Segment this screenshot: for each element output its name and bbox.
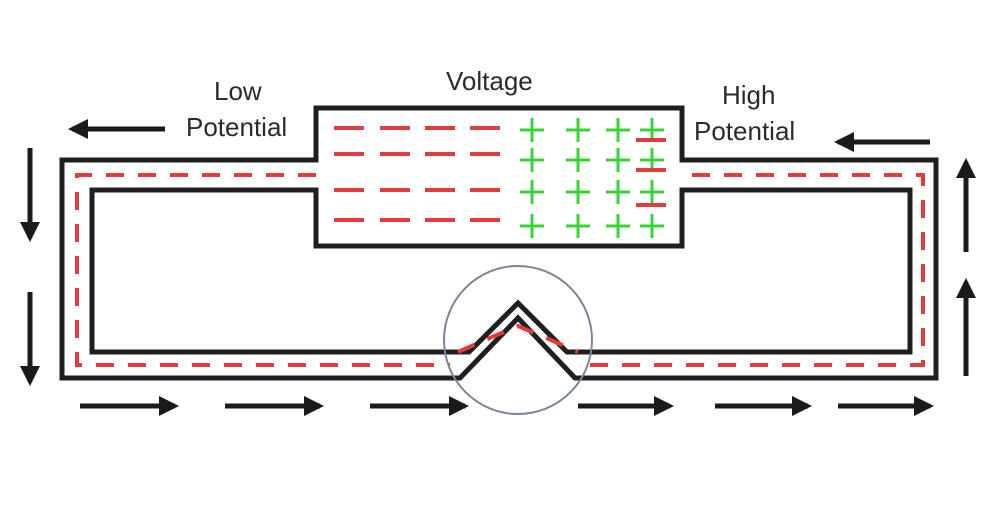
battery-positive-charges: [520, 118, 664, 238]
wire-electron-dashes: [75, 173, 925, 367]
low-potential-label-line1: Low: [214, 76, 262, 106]
wire-dashes-left-top: [75, 173, 450, 367]
low-potential-label-line2: Potential: [186, 112, 288, 142]
wire-dashes-right: [590, 173, 925, 367]
high-potential-label-line1: High: [722, 80, 776, 110]
high-potential-label-line2: Potential: [694, 116, 796, 146]
wire-outer-outline: [59, 105, 939, 381]
wire-inner-outline: [89, 187, 913, 355]
highlight-circle: [443, 265, 593, 415]
battery-negative-charges: [334, 126, 500, 222]
voltage-label: Voltage: [446, 66, 533, 96]
flow-arrows: [20, 119, 976, 416]
battery-mixed-charges: [636, 138, 666, 207]
wire-dashes-bump: [457, 323, 579, 354]
